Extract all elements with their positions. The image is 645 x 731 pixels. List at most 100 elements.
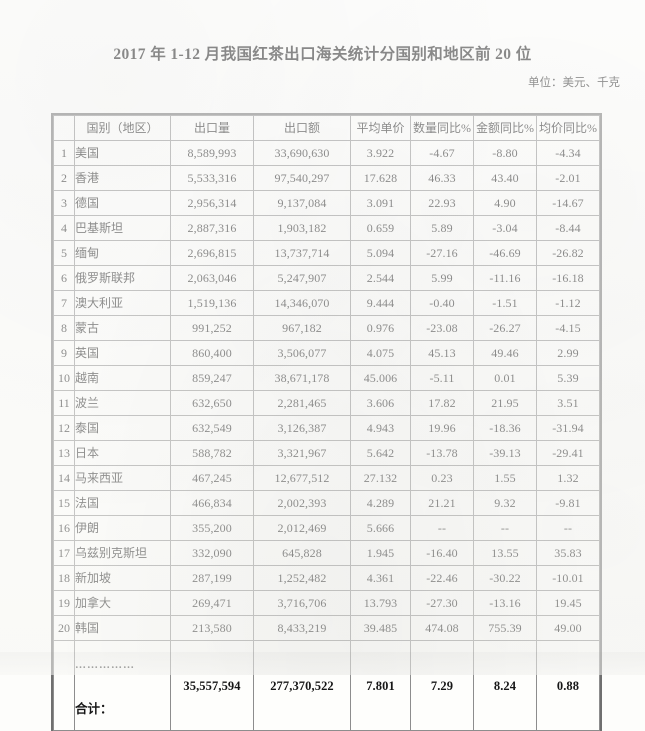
row-price-yoy: 3.51 (536, 390, 600, 416)
table-row: 18 新加坡 287,199 1,252,482 4.361 -22.46 -30.22 -1… (53, 565, 600, 591)
table-row: 10 越南 859,247 38,671,178 45.006 -5.11 0.01 5.39 (53, 365, 600, 391)
row-country: 法国 (74, 490, 171, 516)
table-row: 3 德国 2,956,314 9,137,084 3.091 22.93 4.90 -14.6… (53, 190, 600, 216)
row-volume-yoy: -- (410, 515, 474, 541)
row-price-yoy: -14.67 (536, 190, 600, 216)
row-avg-unit-price: 45.006 (350, 365, 411, 391)
row-avg-unit-price: 4.075 (350, 340, 411, 366)
row-volume-yoy: 5.99 (410, 265, 474, 291)
row-country: 伊朗 (74, 515, 171, 541)
page-title: 2017 年 1-12 月我国红茶出口海关统计分国别和地区前 20 位 (113, 46, 532, 63)
column-header-volume-yoy: 数量同比% (410, 115, 474, 141)
row-index: 9 (53, 340, 75, 366)
row-price-yoy: -9.81 (536, 490, 600, 516)
row-price-yoy: -16.18 (536, 265, 600, 291)
row-index: 3 (53, 190, 75, 216)
row-avg-unit-price: 3.091 (350, 190, 411, 216)
row-export-volume: 467,245 (170, 465, 254, 491)
row-value-yoy: -18.36 (473, 415, 537, 441)
row-volume-yoy: 46.33 (410, 165, 474, 191)
row-value-yoy: 9.32 (473, 490, 537, 516)
column-header-value-yoy: 金额同比% (473, 115, 537, 141)
row-price-yoy: 2.99 (536, 340, 600, 366)
row-country: 韩国 (74, 615, 171, 641)
table-row: 8 蒙古 991,252 967,182 0.976 -23.08 -26.27 -4.15 (53, 315, 600, 341)
row-export-value: 12,677,512 (253, 465, 351, 491)
row-country: 马来西亚 (74, 465, 171, 491)
row-export-volume: 2,956,314 (170, 190, 254, 216)
table-footer: …………… 合计： 35,557,594 277,370,522 7.801 7… (53, 640, 600, 731)
row-value-yoy: 43.40 (473, 165, 537, 191)
row-volume-yoy: 45.13 (410, 340, 474, 366)
row-index: 17 (53, 540, 75, 566)
row-value-yoy: 13.55 (473, 540, 537, 566)
total-volume-yoy: 7.29 (410, 640, 474, 731)
table-row: 4 巴基斯坦 2,887,316 1,903,182 0.659 5.89 -3.04 -8.… (53, 215, 600, 241)
row-avg-unit-price: 3.606 (350, 390, 411, 416)
row-avg-unit-price: 0.659 (350, 215, 411, 241)
row-volume-yoy: 5.89 (410, 215, 474, 241)
total-dots: …………… (75, 659, 135, 671)
row-volume-yoy: -22.46 (410, 565, 474, 591)
table-row: 1 美国 8,589,993 33,690,630 3.922 -4.67 -8.80 -4.… (53, 140, 600, 166)
row-index: 5 (53, 240, 75, 266)
row-index: 16 (53, 515, 75, 541)
row-export-value: 97,540,297 (253, 165, 351, 191)
row-export-value: 1,252,482 (253, 565, 351, 591)
row-country: 日本 (74, 440, 171, 466)
row-volume-yoy: -27.16 (410, 240, 474, 266)
row-value-yoy: -46.69 (473, 240, 537, 266)
row-avg-unit-price: 0.976 (350, 315, 411, 341)
row-export-value: 14,346,070 (253, 290, 351, 316)
table-row: 6 俄罗斯联邦 2,063,046 5,247,907 2.544 5.99 -11.16-… (53, 265, 600, 291)
total-value-yoy: 8.24 (473, 640, 537, 731)
row-export-volume: 269,471 (170, 590, 254, 616)
column-header-export-value: 出口额 (253, 115, 351, 141)
row-country: 泰国 (74, 415, 171, 441)
table-row: 14 马来西亚 467,245 12,677,512 27.132 0.23 1.55 1.3… (53, 465, 600, 491)
row-export-value: 967,182 (253, 315, 351, 341)
row-volume-yoy: 22.93 (410, 190, 474, 216)
row-volume-yoy: 17.82 (410, 390, 474, 416)
row-export-volume: 632,650 (170, 390, 254, 416)
row-index: 18 (53, 565, 75, 591)
row-index: 12 (53, 415, 75, 441)
row-export-value: 3,506,077 (253, 340, 351, 366)
total-export-volume: 35,557,594 (170, 640, 254, 731)
row-index: 20 (53, 615, 75, 641)
row-value-yoy: -3.04 (473, 215, 537, 241)
row-index: 10 (53, 365, 75, 391)
row-country: 英国 (74, 340, 171, 366)
row-volume-yoy: -13.78 (410, 440, 474, 466)
row-export-volume: 991,252 (170, 315, 254, 341)
table-row: 7 澳大利亚 1,519,136 14,346,070 9.444 -0.40 -1.51-… (53, 290, 600, 316)
row-export-value: 2,012,469 (253, 515, 351, 541)
row-export-volume: 355,200 (170, 515, 254, 541)
row-price-yoy: 49.00 (536, 615, 600, 641)
row-export-value: 2,002,393 (253, 490, 351, 516)
row-country: 波兰 (74, 390, 171, 416)
row-volume-yoy: -27.30 (410, 590, 474, 616)
row-price-yoy: 1.32 (536, 465, 600, 491)
table-row: 11 波兰 632,650 2,281,465 3.606 17.82 21.95 3.51 (53, 390, 600, 416)
row-avg-unit-price: 5.666 (350, 515, 411, 541)
row-value-yoy: 1.55 (473, 465, 537, 491)
row-price-yoy: -- (536, 515, 600, 541)
row-price-yoy: -8.44 (536, 215, 600, 241)
row-export-volume: 466,834 (170, 490, 254, 516)
row-index: 14 (53, 465, 75, 491)
row-country: 香港 (74, 165, 171, 191)
total-price-yoy: 0.88 (536, 640, 600, 731)
row-export-volume: 859,247 (170, 365, 254, 391)
row-value-yoy: -26.27 (473, 315, 537, 341)
row-avg-unit-price: 4.361 (350, 565, 411, 591)
row-export-volume: 5,533,316 (170, 165, 254, 191)
total-index-cell (53, 640, 75, 731)
row-value-yoy: -13.16 (473, 590, 537, 616)
row-export-value: 3,716,706 (253, 590, 351, 616)
row-avg-unit-price: 4.943 (350, 415, 411, 441)
row-country: 加拿大 (74, 590, 171, 616)
row-avg-unit-price: 3.922 (350, 140, 411, 166)
column-header-country: 国别（地区） (74, 115, 171, 141)
